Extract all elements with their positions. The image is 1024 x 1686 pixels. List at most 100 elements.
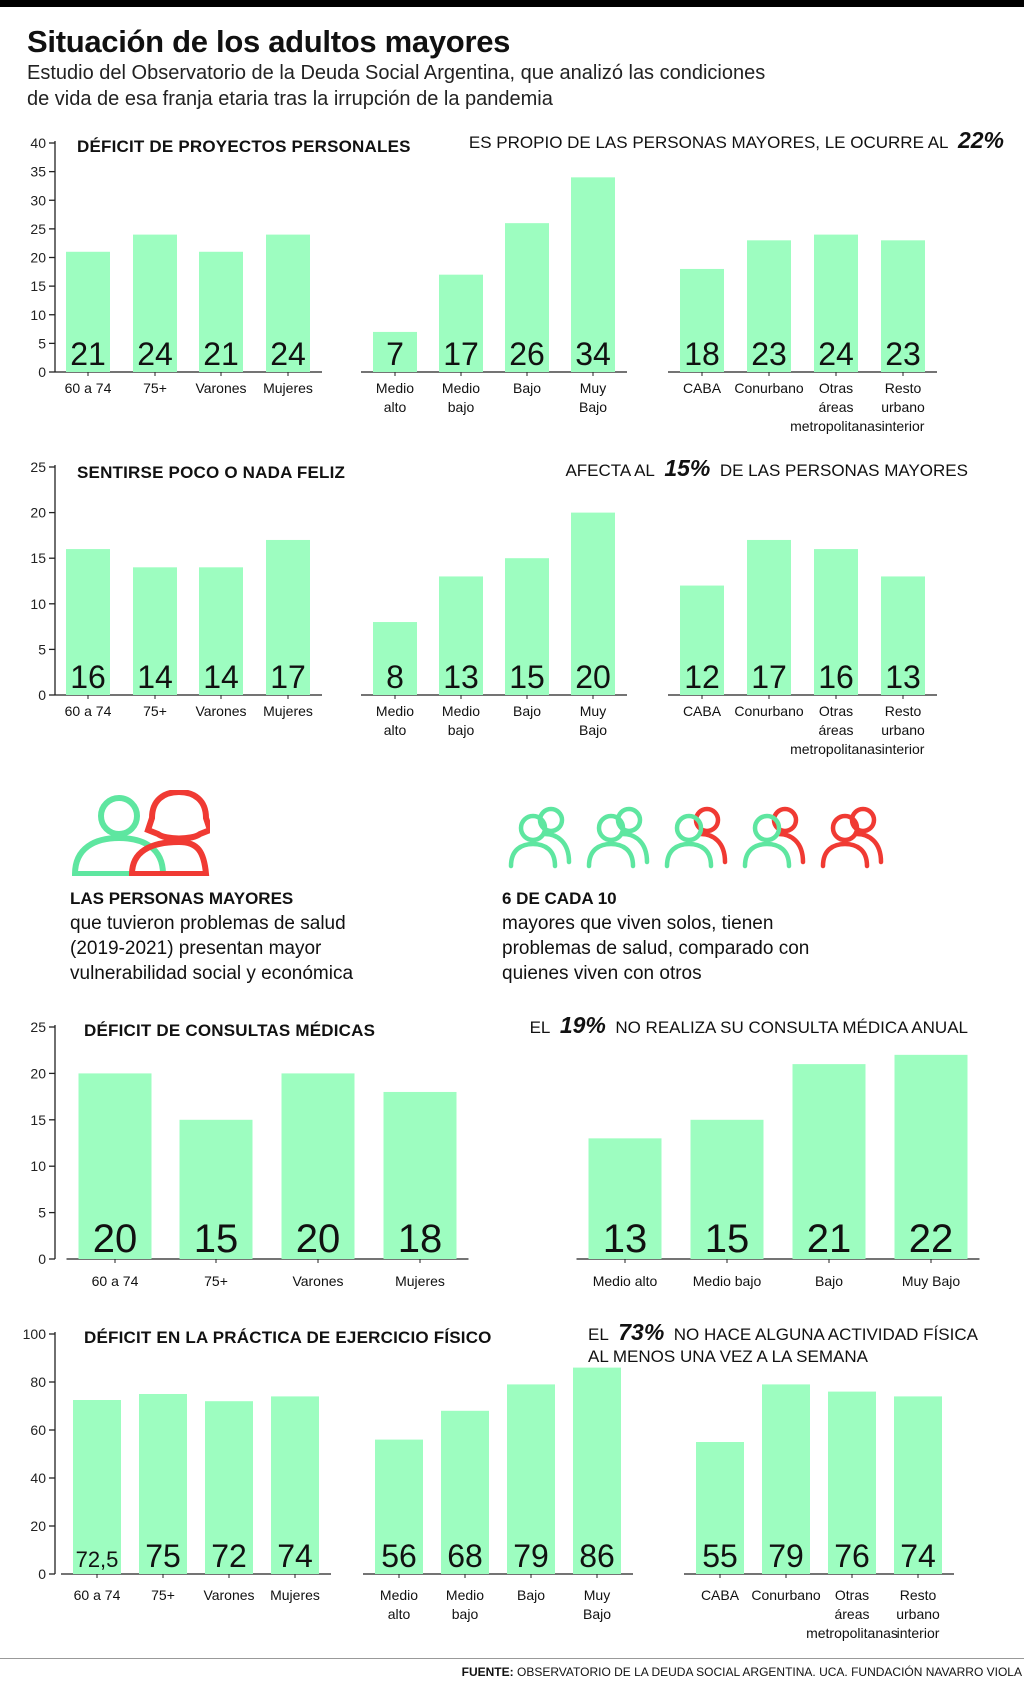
x-tick-label: Otras [819,380,853,396]
bar [571,177,615,372]
bar-value-label: 20 [93,1217,138,1261]
person-body [820,841,870,869]
note-pre: EL [529,1018,551,1037]
people-icon [70,788,214,877]
x-tick-label: Varones [292,1273,343,1289]
y-tick-label: 10 [30,307,46,323]
chart-title: DÉFICIT DE CONSULTAS MÉDICAS [84,1021,376,1040]
x-tick-label: urbano [896,1606,940,1622]
x-tick-label: Varones [195,380,246,396]
bar-value-label: 79 [768,1538,804,1574]
chart-note: ES PROPIO DE LAS PERSONAS MAYORES, LE OC… [469,129,1004,154]
y-tick-label: 100 [23,1326,47,1342]
person-body [620,831,650,865]
bar [373,331,417,372]
bar-value-label: 13 [885,659,921,695]
x-tick-label: 60 a 74 [92,1273,139,1289]
x-tick-label: Medio [376,380,414,396]
note-pct: 15% [664,455,711,481]
x-tick-label: alto [384,722,407,738]
chart-note: EL 73% NO HACE ALGUNA ACTIVIDAD FÍSICA A… [588,1321,978,1368]
person-pair [820,806,884,869]
info-left-line2: (2019-2021) presentan mayor [70,938,322,959]
bar-value-label: 72,5 [76,1547,119,1572]
note-pct: 19% [559,1012,606,1038]
x-tick-label: alto [384,399,407,415]
person-head [752,813,782,843]
bar [266,234,310,372]
chart-consultas-medicas: 0 5 10 15 20 25 20 60 a 74 15 75+ 20 Varones 18 Mujer… [0,1011,1024,1301]
bar [588,1138,662,1259]
bar [792,1064,866,1259]
bar [281,1073,355,1259]
x-tick-label: metropolitanas [806,1625,898,1641]
bar-value-label: 13 [443,659,479,695]
bar-value-label: 24 [137,336,173,372]
y-tick-label: 5 [38,1205,46,1221]
bar [133,234,177,372]
chart-title: SENTIRSE POCO O NADA FELIZ [77,463,346,482]
bar [383,1091,457,1259]
bar [271,1396,319,1574]
x-tick-label: Bajo [579,399,607,415]
x-tick-label: Medio bajo [693,1273,762,1289]
note-post: NO REALIZA SU CONSULTA MÉDICA ANUAL [615,1018,968,1037]
bar-value-label: 18 [684,336,720,372]
info-right-head: 6 DE CADA 10 [502,889,617,908]
bar [199,251,243,372]
info-right-line3: quienes viven con otros [502,963,702,984]
x-tick-label: Bajo [815,1273,843,1289]
person-body [542,831,572,865]
bar-value-label: 26 [509,336,545,372]
x-tick-label: Mujeres [263,380,313,396]
person-head [596,813,626,843]
bar [439,274,483,372]
bar [266,539,310,695]
chart-proyectos-svg: 0 5 10 15 20 25 30 35 40 21 60 a 74 24 75+ 21 Varones 2… [30,135,937,434]
x-tick-label: Bajo [579,722,607,738]
x-tick-label: áreas [818,722,853,738]
bar-value-label: 76 [834,1538,870,1574]
chart-title: DÉFICIT EN LA PRÁCTICA DE EJERCICIO FÍSI… [84,1328,492,1347]
bar [78,1073,152,1259]
bar [199,567,243,695]
bar [894,1396,942,1574]
person-body [854,831,884,865]
y-tick-label: 15 [30,1112,46,1128]
bar-value-label: 17 [270,659,306,695]
bar [205,1401,253,1574]
bar-value-label: 74 [277,1538,313,1574]
x-tick-label: 75+ [151,1587,175,1603]
x-tick-label: Otras [835,1587,869,1603]
bar-value-label: 15 [705,1217,750,1261]
bar-value-label: 17 [443,336,479,372]
x-tick-label: 60 a 74 [65,703,112,719]
bar [179,1119,253,1259]
note-line-1: EL 73% NO HACE ALGUNA ACTIVIDAD FÍSICA [588,1321,978,1346]
x-tick-label: alto [388,1606,411,1622]
bar-value-label: 17 [751,659,787,695]
bar [696,1442,744,1574]
chart-ejercicio-svg: 0 20 40 60 80 100 72,5 60 a 74 75 75+ 72 Varones 74 M… [23,1326,954,1641]
y-tick-label: 20 [30,1518,46,1534]
x-tick-label: Muy [584,1587,610,1603]
bar [680,268,724,372]
x-tick-label: áreas [834,1606,869,1622]
bar-value-label: 55 [702,1538,738,1574]
bar [439,576,483,695]
y-tick-label: 5 [38,641,46,657]
x-tick-label: Resto [885,703,922,719]
top-rule [0,0,1024,7]
x-tick-label: Muy Bajo [902,1273,961,1289]
note-pre: EL [588,1325,609,1344]
bar-value-label: 24 [270,336,306,372]
y-tick-label: 25 [30,459,46,475]
y-tick-label: 0 [38,1251,46,1267]
y-tick-label: 20 [30,505,46,521]
x-tick-label: CABA [701,1587,740,1603]
bar-value-label: 18 [398,1217,443,1261]
bar-value-label: 16 [70,659,106,695]
group-icon [505,806,895,876]
person-pair [586,806,650,869]
bar-value-label: 24 [818,336,854,372]
